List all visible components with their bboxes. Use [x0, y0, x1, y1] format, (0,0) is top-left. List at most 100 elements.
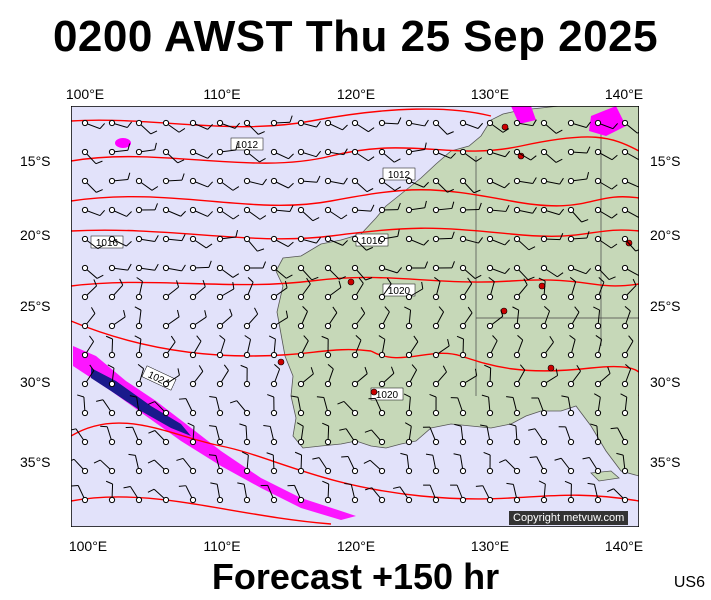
wind-barb-station [405, 496, 413, 504]
wind-barb-feather [384, 306, 390, 313]
wind-barb-station [81, 409, 89, 417]
wind-barb-station [135, 264, 143, 272]
wind-barb-feather [105, 480, 113, 485]
wind-barb-station [81, 496, 89, 504]
wind-barb-station [621, 119, 629, 127]
wind-barb-feather [549, 335, 554, 343]
lat-label-right: 30°S [650, 374, 681, 390]
wind-barb-station [405, 351, 413, 359]
wind-barb-station [351, 206, 359, 214]
wind-barb-feather [512, 306, 519, 311]
wind-barb-feather [456, 335, 464, 340]
wind-barb-station [540, 322, 548, 330]
wind-barb-feather [259, 158, 266, 163]
wind-barb-feather [413, 335, 419, 342]
wind-barb-feather [610, 427, 618, 430]
lon-label-bottom: 120°E [336, 538, 376, 554]
wind-barb-feather [97, 244, 104, 250]
wind-barb-feather [473, 189, 481, 194]
wind-barb-feather [219, 334, 226, 341]
wind-barb-feather [358, 277, 364, 284]
australia-landmass [275, 106, 639, 477]
wind-barb-feather [268, 335, 276, 340]
wind-barb-feather [543, 305, 550, 312]
wind-barb-feather [134, 306, 142, 311]
wind-barb-station [486, 293, 494, 301]
wind-barb-station [351, 293, 359, 301]
wind-barb-station [432, 235, 440, 243]
wind-barb-feather [529, 456, 537, 458]
wind-barb-station [243, 206, 251, 214]
wind-barb-station [351, 322, 359, 330]
wind-barb-station [621, 148, 629, 156]
wind-barb-feather [338, 280, 342, 288]
lat-label-left: 20°S [20, 227, 51, 243]
wind-barb-feather [244, 335, 251, 340]
wind-barb-feather [625, 363, 631, 370]
wind-barb-station [270, 467, 278, 475]
wind-barb-feather [342, 240, 348, 246]
wind-barb-station [297, 438, 305, 446]
wind-barb-feather [397, 202, 401, 210]
wind-barb-station [324, 177, 332, 185]
wind-barb-feather [593, 393, 601, 398]
wind-barb-station [486, 467, 494, 475]
wind-barb-station [162, 380, 170, 388]
wind-barb-station [297, 148, 305, 156]
wind-barb-feather [474, 368, 478, 376]
wind-barb-feather [559, 233, 564, 240]
wind-barb-feather [423, 181, 429, 188]
wind-barb-feather [119, 278, 124, 286]
wind-barb-station [324, 409, 332, 417]
wind-barb-station [621, 351, 629, 359]
wind-barb-feather [424, 261, 429, 269]
wind-barb-feather [178, 398, 187, 400]
wind-barb-feather [523, 278, 528, 285]
wind-barb-station [621, 496, 629, 504]
wind-barb-feather [303, 335, 309, 342]
wind-barb-feather [532, 207, 537, 214]
wind-barb-feather [620, 393, 628, 398]
wind-barb-station [189, 496, 197, 504]
wind-barb-feather [365, 277, 373, 281]
wind-barb-feather [180, 210, 186, 217]
wind-barb-station [216, 467, 224, 475]
wind-barb-station [486, 206, 494, 214]
wind-barb-station [81, 235, 89, 243]
region-code: US6 [673, 574, 705, 591]
wind-barb-feather [403, 393, 411, 398]
wind-barb-feather [423, 239, 429, 246]
wind-barb-station [378, 322, 386, 330]
wind-barb-feather [284, 280, 288, 288]
wind-barb-feather [289, 115, 293, 123]
wind-barb-station [270, 380, 278, 388]
wind-barb-station [108, 206, 116, 214]
wind-barb-feather [209, 396, 217, 398]
wind-barb-station [162, 293, 170, 301]
wind-barb-station [405, 467, 413, 475]
wind-barb-station [594, 235, 602, 243]
wind-barb-feather [386, 277, 392, 285]
wind-barb-feather [289, 205, 294, 212]
wind-barb-station [216, 119, 224, 127]
wind-barb-station [297, 380, 305, 388]
wind-barb-station [297, 322, 305, 330]
wind-barb-feather [99, 123, 106, 129]
wind-barb-station [540, 293, 548, 301]
wind-barb-station [243, 235, 251, 243]
isobar-label: 1016 [96, 238, 119, 249]
wind-barb-feather [564, 480, 572, 485]
wind-barb-station [189, 467, 197, 475]
wind-barb-feather [506, 482, 514, 485]
wind-barb-station [621, 467, 629, 475]
wind-barb-feather [451, 201, 455, 209]
wind-barb-station [459, 293, 467, 301]
wind-barb-feather [475, 157, 483, 162]
wind-barb-feather [344, 482, 352, 485]
wind-barb-feather [576, 364, 581, 372]
wind-barb-feather [302, 306, 308, 312]
wind-barb-station [324, 380, 332, 388]
wind-barb-station [459, 467, 467, 475]
wind-barb-station [108, 322, 116, 330]
wind-barb-feather [154, 263, 159, 271]
